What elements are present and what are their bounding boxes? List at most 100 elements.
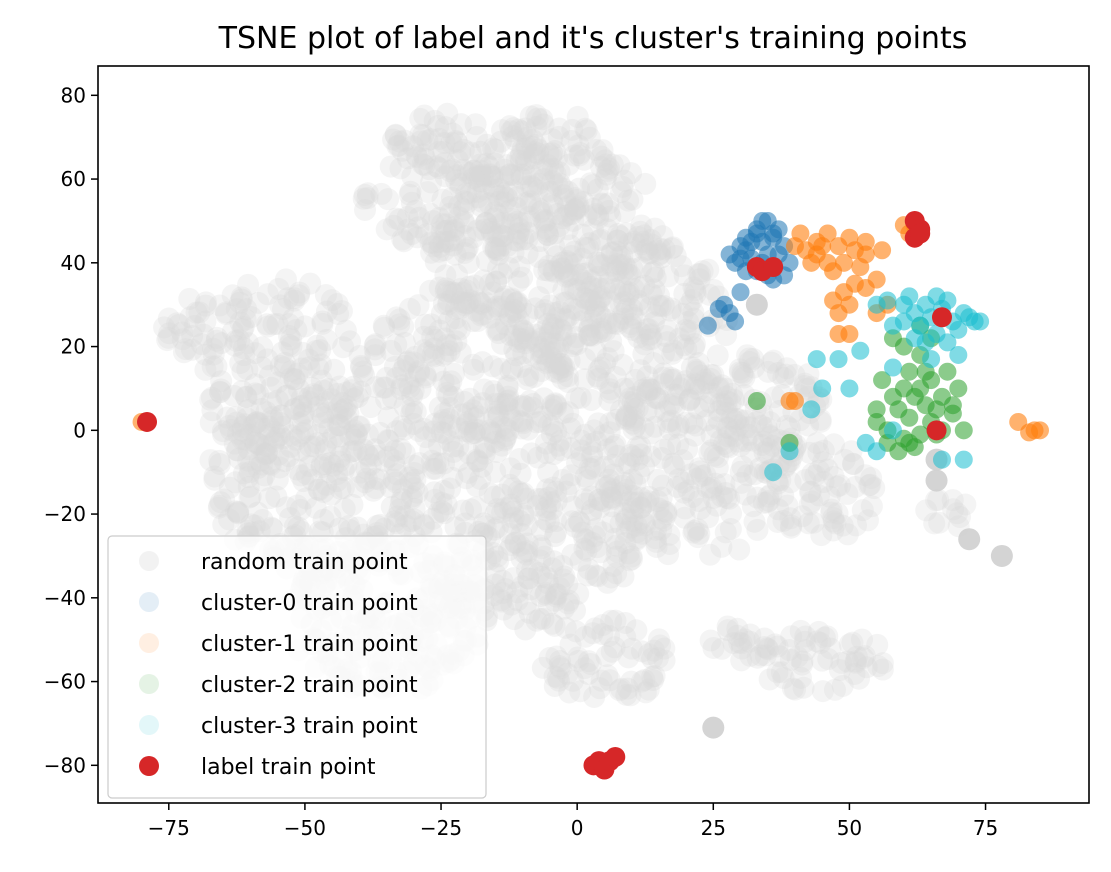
random-train-point (430, 491, 453, 514)
random-train-point (528, 534, 551, 557)
label-train-point (137, 411, 158, 432)
random-train-point (218, 414, 241, 437)
random-train-point (742, 348, 765, 371)
random-train-point (578, 126, 601, 149)
random-train-point (763, 386, 786, 409)
random-train-point (442, 220, 465, 243)
random-train-point (688, 522, 711, 545)
random-train-point (562, 209, 585, 232)
random-train-point (831, 514, 854, 537)
random-train-point (561, 118, 584, 141)
random-train-point (462, 167, 485, 190)
random-train-point (508, 410, 531, 433)
random-train-point (283, 368, 306, 391)
random-train-point (753, 441, 776, 464)
random-train-point (789, 619, 812, 642)
random-train-point (652, 500, 675, 523)
random-train-point (503, 298, 526, 321)
random-train-point (614, 625, 637, 648)
random-train-point (567, 510, 590, 533)
random-train-point (500, 301, 523, 324)
random-train-point (413, 514, 436, 537)
random-train-point (587, 359, 610, 382)
random-train-point (509, 146, 532, 169)
random-train-point (578, 315, 601, 338)
random-train-point (399, 180, 422, 203)
random-train-point (645, 387, 668, 410)
random-train-point (599, 486, 622, 509)
random-train-point (620, 298, 643, 321)
random-train-point (277, 287, 300, 310)
random-train-point (564, 515, 587, 538)
random-train-point (318, 417, 341, 440)
random-train-point (439, 477, 462, 500)
random-train-point (215, 301, 238, 324)
random-train-point (383, 455, 406, 478)
random-train-point (491, 434, 514, 457)
random-train-point (770, 661, 793, 684)
random-train-point (463, 407, 486, 430)
random-train-point (605, 562, 628, 585)
random-train-point (593, 455, 616, 478)
random-train-point (473, 218, 496, 241)
random-train-point (394, 514, 417, 537)
random-train-point (545, 350, 568, 373)
random-train-point (427, 114, 450, 137)
random-train-point (606, 540, 629, 563)
random-train-point (564, 599, 587, 622)
random-train-point (822, 519, 845, 542)
random-train-point (380, 495, 403, 518)
random-train-point (222, 384, 245, 407)
random-train-point (527, 138, 550, 161)
random-train-point (512, 541, 535, 564)
random-train-point (452, 158, 475, 181)
random-train-point (282, 307, 305, 330)
random-train-point (579, 433, 602, 456)
cluster-2-train-point (938, 362, 957, 381)
random-train-point (289, 498, 312, 521)
random-train-point (467, 290, 490, 313)
random-train-point (543, 525, 566, 548)
random-train-point (298, 390, 321, 413)
random-train-point (424, 457, 447, 480)
random-train-point (673, 506, 696, 529)
random-train-point (406, 226, 429, 249)
random-train-point (402, 476, 425, 499)
random-train-point (278, 313, 301, 336)
random-train-point (536, 566, 559, 589)
random-train-point (551, 402, 574, 425)
random-train-point (511, 575, 534, 598)
random-train-point (490, 415, 513, 438)
random-train-point (621, 491, 644, 514)
random-train-point (413, 154, 436, 177)
random-train-point (327, 434, 350, 457)
random-train-point (285, 318, 308, 341)
random-train-point (428, 157, 451, 180)
random-train-point (466, 450, 489, 473)
random-train-point (400, 510, 423, 533)
random-train-point (592, 424, 615, 447)
random-train-point (844, 650, 867, 673)
random-train-point (608, 679, 631, 702)
random-train-point (793, 372, 816, 395)
random-train-point (602, 478, 625, 501)
legend-marker (139, 551, 159, 571)
random-train-point (235, 407, 258, 430)
legend-label: cluster-0 train point (201, 591, 418, 616)
random-train-point (681, 412, 704, 435)
random-train-point (547, 358, 570, 381)
random-train-point (812, 451, 835, 474)
random-train-point (328, 375, 351, 398)
random-train-point (738, 630, 761, 653)
random-train-point (465, 496, 488, 519)
random-train-point (547, 125, 570, 148)
random-train-point (504, 292, 527, 315)
random-train-point (568, 511, 591, 534)
random-train-point (313, 453, 336, 476)
random-train-point (171, 328, 194, 351)
random-train-point (545, 510, 568, 533)
random-train-point (581, 218, 604, 241)
random-train-point (558, 349, 581, 372)
random-train-point (486, 545, 509, 568)
random-train-point (435, 213, 458, 236)
